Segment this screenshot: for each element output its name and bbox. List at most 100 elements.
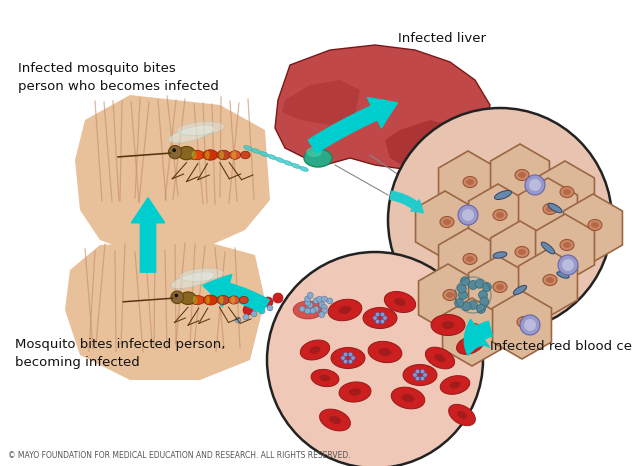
Circle shape: [520, 315, 540, 335]
FancyArrowPatch shape: [308, 98, 398, 153]
Circle shape: [480, 297, 489, 306]
Circle shape: [380, 312, 385, 317]
Ellipse shape: [284, 161, 293, 165]
Ellipse shape: [293, 301, 323, 319]
Circle shape: [468, 281, 478, 289]
Ellipse shape: [443, 219, 451, 225]
Circle shape: [462, 302, 471, 311]
Ellipse shape: [231, 151, 236, 159]
Polygon shape: [275, 45, 490, 170]
Ellipse shape: [515, 170, 529, 180]
Polygon shape: [518, 178, 578, 246]
Circle shape: [307, 292, 313, 298]
Ellipse shape: [541, 242, 555, 254]
Ellipse shape: [431, 315, 465, 336]
Circle shape: [299, 306, 305, 312]
Circle shape: [319, 302, 325, 308]
Ellipse shape: [219, 296, 224, 304]
Polygon shape: [535, 214, 595, 282]
Ellipse shape: [329, 416, 341, 424]
Ellipse shape: [306, 147, 322, 157]
Circle shape: [243, 305, 253, 315]
Circle shape: [380, 319, 385, 324]
Ellipse shape: [442, 321, 454, 329]
Circle shape: [319, 312, 325, 318]
Ellipse shape: [219, 151, 224, 159]
Ellipse shape: [300, 167, 308, 171]
Circle shape: [351, 356, 355, 360]
Ellipse shape: [217, 150, 230, 160]
Ellipse shape: [563, 242, 571, 248]
Text: Infected mosquito bites
person who becomes infected: Infected mosquito bites person who becom…: [18, 62, 219, 93]
Ellipse shape: [204, 295, 217, 305]
Polygon shape: [518, 249, 578, 317]
Ellipse shape: [229, 151, 241, 159]
Circle shape: [415, 370, 420, 374]
Circle shape: [251, 311, 257, 317]
Circle shape: [322, 296, 327, 302]
Ellipse shape: [463, 254, 477, 265]
Circle shape: [305, 300, 311, 306]
Circle shape: [310, 308, 315, 314]
Polygon shape: [75, 95, 270, 255]
Ellipse shape: [339, 306, 351, 314]
Ellipse shape: [457, 411, 467, 419]
Circle shape: [529, 179, 541, 191]
Ellipse shape: [560, 186, 574, 198]
Ellipse shape: [193, 296, 197, 304]
Ellipse shape: [441, 376, 470, 394]
Ellipse shape: [339, 382, 371, 402]
Ellipse shape: [401, 394, 415, 402]
Ellipse shape: [180, 292, 196, 304]
Ellipse shape: [349, 388, 361, 396]
Ellipse shape: [328, 299, 362, 321]
Circle shape: [524, 319, 536, 331]
FancyArrowPatch shape: [131, 198, 165, 272]
Ellipse shape: [467, 323, 481, 335]
Ellipse shape: [241, 151, 250, 159]
Ellipse shape: [456, 336, 483, 354]
Polygon shape: [416, 191, 475, 259]
Text: Mosquito bites infected person,
becoming infected: Mosquito bites infected person, becoming…: [15, 338, 226, 369]
Ellipse shape: [205, 151, 210, 159]
Ellipse shape: [513, 286, 526, 295]
Circle shape: [462, 209, 474, 221]
Circle shape: [259, 308, 265, 314]
Ellipse shape: [543, 204, 557, 214]
Ellipse shape: [496, 284, 504, 290]
Circle shape: [457, 284, 466, 293]
Circle shape: [415, 376, 420, 381]
Circle shape: [173, 148, 176, 152]
Ellipse shape: [470, 326, 478, 332]
Ellipse shape: [493, 210, 507, 220]
Polygon shape: [385, 120, 480, 178]
Ellipse shape: [205, 296, 210, 304]
Polygon shape: [439, 228, 497, 296]
Ellipse shape: [363, 308, 397, 329]
Ellipse shape: [171, 272, 214, 288]
Ellipse shape: [231, 296, 235, 304]
Circle shape: [420, 376, 425, 381]
Ellipse shape: [268, 155, 276, 159]
Ellipse shape: [217, 295, 229, 304]
Ellipse shape: [168, 125, 214, 143]
Polygon shape: [492, 291, 552, 359]
Polygon shape: [418, 264, 477, 332]
Ellipse shape: [394, 298, 406, 306]
Circle shape: [343, 359, 348, 363]
Circle shape: [321, 304, 327, 310]
Ellipse shape: [425, 347, 454, 369]
Circle shape: [525, 175, 545, 195]
Ellipse shape: [331, 348, 365, 369]
Circle shape: [174, 294, 178, 297]
Circle shape: [343, 352, 348, 357]
Circle shape: [307, 302, 313, 308]
Ellipse shape: [391, 387, 425, 409]
Circle shape: [458, 290, 468, 300]
Ellipse shape: [191, 151, 197, 159]
Circle shape: [423, 373, 427, 377]
Text: © MAYO FOUNDATION FOR MEDICAL EDUCATION AND RESEARCH. ALL RIGHTS RESERVED.: © MAYO FOUNDATION FOR MEDICAL EDUCATION …: [8, 451, 351, 460]
Ellipse shape: [304, 149, 332, 167]
Circle shape: [348, 352, 353, 357]
Circle shape: [263, 297, 273, 307]
